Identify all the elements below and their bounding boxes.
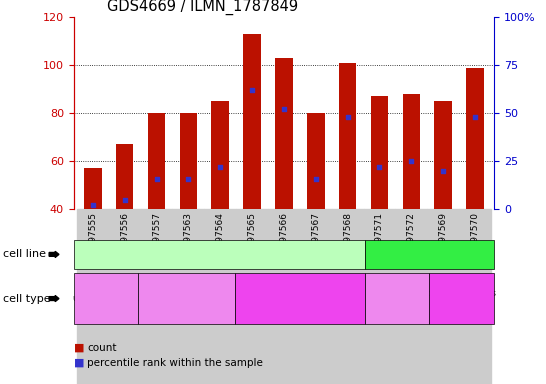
Point xyxy=(184,175,193,182)
Text: derived astrocytes: derived astrocytes xyxy=(147,294,226,303)
Bar xyxy=(148,113,165,209)
Bar xyxy=(275,58,293,209)
Bar xyxy=(307,113,324,209)
Text: ■: ■ xyxy=(74,358,84,368)
Bar xyxy=(395,209,427,384)
Text: derived
astrocytes: derived astrocytes xyxy=(375,289,419,308)
Bar xyxy=(364,209,395,384)
Point xyxy=(216,164,224,170)
Point xyxy=(439,168,448,174)
Point xyxy=(280,106,288,113)
Bar xyxy=(204,209,236,384)
Bar xyxy=(466,68,484,209)
Bar xyxy=(339,63,357,209)
Text: count: count xyxy=(87,343,117,353)
Point xyxy=(407,158,416,164)
Point xyxy=(120,197,129,203)
Bar xyxy=(173,209,204,384)
Bar xyxy=(141,209,173,384)
Text: derived neurons CD44-
EGFR-: derived neurons CD44- EGFR- xyxy=(251,289,349,308)
Point xyxy=(375,164,384,170)
Bar xyxy=(244,34,261,209)
Text: cell type: cell type xyxy=(3,293,50,304)
Bar xyxy=(268,209,300,384)
Bar xyxy=(300,209,332,384)
Point xyxy=(152,175,161,182)
Bar xyxy=(180,113,197,209)
Bar xyxy=(84,169,102,209)
Bar xyxy=(332,209,364,384)
Bar xyxy=(371,96,388,209)
Bar xyxy=(427,209,459,384)
Bar xyxy=(236,209,268,384)
Bar xyxy=(459,209,491,384)
Bar xyxy=(211,101,229,209)
Bar xyxy=(109,209,141,384)
Bar xyxy=(435,101,452,209)
Point xyxy=(343,114,352,120)
Point xyxy=(471,114,479,120)
Bar xyxy=(402,94,420,209)
Text: derived neurons
CD44- EGFR-: derived neurons CD44- EGFR- xyxy=(428,289,496,308)
Text: percentile rank within the sample: percentile rank within the sample xyxy=(87,358,263,368)
Text: embryonic stem cell H9: embryonic stem cell H9 xyxy=(165,250,273,259)
Text: ■: ■ xyxy=(74,343,84,353)
Point xyxy=(311,175,320,182)
Text: UNC-93B-deficient-induced
pluripotent stem: UNC-93B-deficient-induced pluripotent st… xyxy=(368,245,491,264)
Point xyxy=(248,87,257,93)
Text: undifferentiated: undifferentiated xyxy=(72,294,140,303)
Text: GDS4669 / ILMN_1787849: GDS4669 / ILMN_1787849 xyxy=(108,0,299,15)
Point xyxy=(88,202,97,209)
Bar xyxy=(116,144,133,209)
Text: cell line: cell line xyxy=(3,249,46,260)
Bar xyxy=(77,209,109,384)
